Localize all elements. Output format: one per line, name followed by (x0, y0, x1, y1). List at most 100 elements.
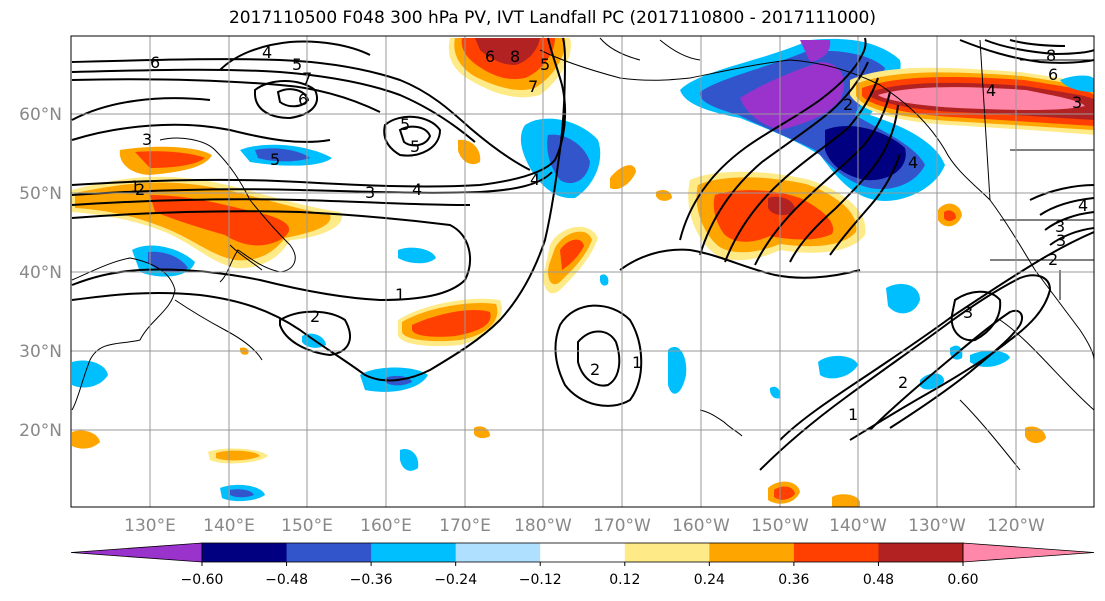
contour-label: 4 (412, 180, 422, 199)
negative-anomaly (800, 40, 831, 62)
positive-anomaly (774, 486, 795, 500)
contour-closed (254, 80, 318, 120)
contour-line (754, 91, 891, 266)
contour-label: 7 (528, 77, 538, 96)
contour-line (219, 40, 371, 71)
negative-anomaly (740, 62, 844, 130)
negative-anomaly (230, 489, 254, 498)
contour-label: 3 (365, 183, 375, 202)
contour-line (759, 274, 1052, 471)
positive-anomaly (878, 87, 1085, 110)
north-pacific-coast (539, 49, 1094, 361)
contour-label: 5 (270, 150, 280, 169)
positive-anomaly (458, 139, 481, 165)
negative-anomaly (398, 247, 436, 264)
japan-islands (174, 244, 263, 361)
colorbar-tick-label: −0.24 (434, 572, 477, 588)
lat-label: 30°N (19, 342, 62, 362)
contour-label: 5 (400, 115, 410, 134)
negative-anomaly (886, 284, 920, 314)
positive-anomaly (560, 239, 584, 270)
contour-label: 2 (135, 180, 145, 199)
lon-label: 140°E (203, 516, 255, 536)
contour-closed (398, 125, 432, 147)
contour-label: 4 (908, 153, 918, 172)
contour-line (71, 123, 331, 143)
lon-labels: 130°E 140°E 150°E 160°E 170°E 180°W 170°… (124, 516, 1045, 536)
positive-anomaly (474, 426, 490, 439)
lat-labels: 60°N 50°N 40°N 30°N 20°N (19, 105, 62, 441)
contour-label: 6 (1048, 65, 1058, 84)
contour-line (71, 198, 471, 206)
positive-anomaly (135, 151, 205, 168)
contour-line (1009, 39, 1066, 47)
contour-label: 2 (310, 307, 320, 326)
lat-label: 20°N (19, 421, 62, 441)
map-frame (70, 35, 1095, 508)
contour-label: 7 (302, 69, 312, 88)
lat-label: 60°N (19, 105, 62, 125)
positive-anomaly (610, 165, 636, 190)
negative-anomaly (255, 148, 310, 162)
positive-anomaly (216, 450, 260, 461)
contour-label: 5 (410, 137, 420, 156)
contour-line (71, 171, 553, 196)
positive-anomaly (1025, 426, 1046, 444)
contour-label: 4 (530, 170, 540, 189)
negative-anomaly (1060, 75, 1094, 92)
contour-label: 1 (395, 285, 405, 304)
contour-line (1029, 184, 1094, 201)
contour-line (984, 39, 1094, 56)
colorbar-tick-label: 0.24 (694, 572, 725, 588)
lon-label: 170°E (439, 516, 491, 536)
lon-label: 160°E (360, 516, 412, 536)
north-america-borders (599, 37, 1094, 300)
colorbar-extend-min (70, 542, 203, 563)
contour-line (619, 248, 861, 279)
lon-label: 160°W (672, 516, 730, 536)
contour-label: 4 (986, 81, 996, 100)
lon-label: 150°W (751, 516, 809, 536)
contour-label: 6 (485, 47, 495, 66)
positive-anomaly (713, 190, 834, 242)
contour-closed (577, 330, 621, 387)
lon-label: 130°W (908, 516, 966, 536)
contour-closed (279, 310, 351, 357)
positive-anomaly (944, 210, 956, 221)
negative-anomaly (920, 373, 945, 390)
negative-anomaly (825, 126, 906, 181)
colorbar-tick-label: 0.60 (947, 572, 978, 588)
positive-anomaly (768, 196, 795, 216)
contour-label: 1 (848, 405, 858, 424)
contour-line (71, 210, 471, 302)
colorbar-tick-label: −0.60 (181, 572, 224, 588)
contour-line (779, 231, 1094, 441)
colorbar-segment (878, 543, 964, 562)
graticule (71, 36, 1094, 507)
colorbar-tick-label: −0.36 (350, 572, 393, 588)
negative-anomaly (600, 274, 609, 286)
mexico-coast (959, 319, 1094, 471)
colorbar: −0.60 −0.48 −0.36 −0.24 −0.12 0.12 0.24 0.36 0.4… (70, 542, 1095, 588)
hawaii-coast (699, 409, 743, 437)
colorbar-tick-label: 0.12 (609, 572, 640, 588)
contour-label: 3 (1072, 93, 1082, 112)
contour-label: 3 (1055, 217, 1065, 236)
contour-label: 1 (130, 177, 140, 196)
contour-label: 3 (142, 130, 152, 149)
contour-line (724, 77, 879, 263)
contour-line (789, 104, 899, 263)
contour-closed (950, 290, 1002, 342)
positive-anomaly (412, 309, 491, 337)
contour-labels: 6 4 5 7 6 3 5 5 5 6 8 3 4 4 5 7 1 1 2 2 … (130, 43, 1088, 424)
contour-label: 2 (590, 360, 600, 379)
lat-label: 50°N (19, 184, 62, 204)
negative-anomaly (148, 251, 188, 273)
colorbar-segment (624, 543, 710, 562)
kamchatka-japan-coast (159, 137, 296, 283)
colorbar-tick-label: 0.48 (863, 572, 894, 588)
lon-label: 120°W (987, 516, 1045, 536)
contour-line (699, 61, 869, 256)
positive-anomaly (72, 430, 100, 449)
colorbar-segment (793, 543, 879, 562)
